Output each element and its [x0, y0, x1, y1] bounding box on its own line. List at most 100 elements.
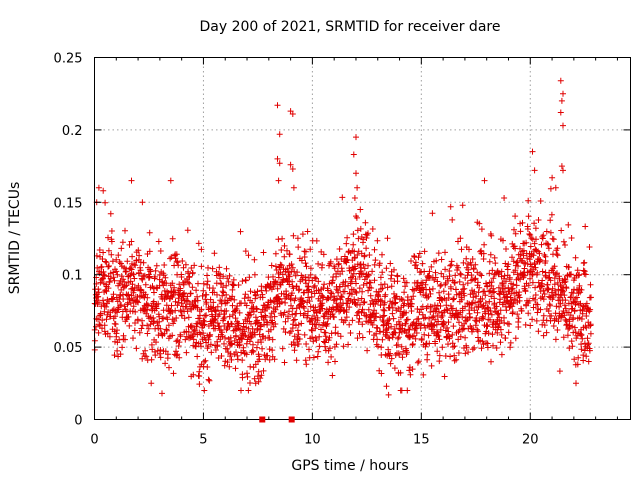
data-point — [211, 250, 218, 257]
data-point — [354, 335, 361, 342]
data-point — [514, 259, 521, 266]
data-point — [440, 288, 447, 295]
data-point — [293, 322, 299, 329]
data-point — [311, 282, 318, 289]
data-point — [354, 252, 361, 258]
data-point — [155, 238, 162, 245]
data-point — [580, 357, 587, 364]
data-point — [351, 296, 358, 303]
data-point — [328, 330, 335, 337]
data-point — [237, 228, 244, 235]
data-point — [276, 160, 283, 167]
data-point — [537, 257, 544, 263]
data-point — [426, 340, 433, 347]
data-point — [575, 272, 582, 279]
data-point — [242, 332, 249, 339]
data-point — [290, 317, 297, 324]
data-point — [218, 307, 225, 314]
data-point — [532, 292, 539, 298]
data-point — [106, 279, 113, 286]
data-point — [475, 289, 482, 296]
data-point — [97, 310, 104, 317]
data-point — [573, 380, 579, 387]
data-point — [426, 268, 433, 275]
data-point — [110, 291, 117, 298]
data-point — [534, 309, 541, 316]
data-point — [474, 309, 481, 316]
data-point — [495, 311, 502, 318]
data-point — [342, 317, 349, 324]
data-point — [475, 328, 481, 335]
data-point — [224, 345, 231, 352]
data-point — [282, 329, 289, 336]
data-point — [404, 349, 410, 356]
data-point — [527, 322, 534, 329]
data-point — [491, 254, 498, 261]
data-point — [186, 273, 193, 280]
data-point — [145, 325, 152, 332]
data-point — [174, 259, 181, 266]
data-point — [185, 314, 192, 321]
data-point — [435, 318, 442, 325]
data-point — [254, 288, 261, 295]
data-point — [461, 292, 468, 299]
data-point — [308, 294, 315, 300]
data-point — [302, 260, 309, 267]
data-point — [316, 321, 322, 328]
data-point — [138, 325, 145, 332]
data-point — [198, 343, 204, 350]
data-point — [533, 317, 540, 324]
data-point — [200, 280, 207, 287]
y-tick-label: 0 — [74, 414, 82, 429]
data-point — [464, 261, 471, 267]
data-point — [570, 290, 577, 297]
data-point — [236, 309, 243, 316]
data-point — [335, 260, 342, 267]
data-point — [540, 332, 547, 339]
data-point — [304, 228, 311, 235]
data-point — [445, 328, 452, 335]
data-point — [403, 309, 410, 316]
data-point — [146, 273, 153, 280]
data-point — [190, 371, 197, 378]
data-point — [222, 334, 228, 341]
data-point — [355, 319, 362, 325]
data-point — [350, 241, 357, 248]
x-tick-label: 10 — [304, 433, 321, 448]
data-point — [467, 291, 474, 298]
data-point — [155, 300, 162, 307]
data-point — [307, 265, 314, 272]
data-point — [360, 236, 367, 243]
data-point — [353, 170, 359, 177]
data-point — [432, 340, 439, 347]
data-point — [559, 287, 566, 294]
data-point — [250, 348, 257, 355]
data-point — [371, 307, 378, 314]
data-point — [503, 246, 509, 252]
data-point — [481, 177, 488, 184]
data-point — [542, 253, 549, 260]
data-point — [389, 310, 396, 317]
data-point — [397, 308, 404, 315]
data-point — [367, 279, 374, 286]
data-point — [118, 245, 125, 252]
data-point — [558, 163, 565, 170]
data-point — [526, 269, 533, 276]
data-point — [315, 278, 322, 285]
data-point — [540, 296, 547, 303]
data-point — [541, 291, 548, 297]
data-point — [140, 273, 147, 280]
data-point — [545, 308, 552, 314]
x-tick-label: 5 — [199, 433, 207, 448]
data-point — [169, 235, 176, 242]
data-point — [242, 291, 249, 298]
data-point — [146, 248, 153, 255]
data-point — [152, 273, 159, 280]
data-point — [486, 258, 493, 265]
data-point — [550, 323, 557, 329]
data-point — [380, 313, 387, 320]
data-point — [198, 246, 205, 253]
data-point — [571, 356, 578, 363]
data-point — [163, 294, 170, 301]
data-point — [487, 316, 493, 323]
